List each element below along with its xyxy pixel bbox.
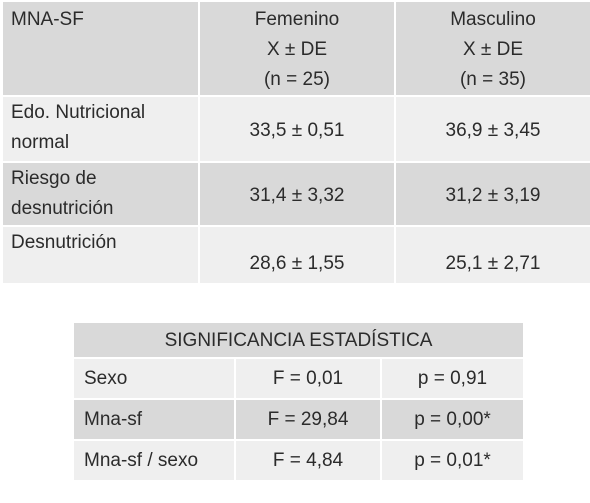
header-label-cell: MNA-SF bbox=[3, 2, 200, 97]
header-masculino-cell: Masculino X ± DE (n = 35) bbox=[396, 2, 590, 97]
row-label-line1: Edo. Nutricional bbox=[11, 102, 146, 123]
header-masculino-name: Masculino bbox=[450, 9, 536, 30]
nutrition-by-sex-table: MNA-SF Femenino X ± DE (n = 25) Masculin… bbox=[3, 2, 590, 285]
table-row: Riesgo de desnutrición 31,4 ± 3,32 31,2 … bbox=[3, 163, 590, 227]
p-value-cell: p = 0,91 bbox=[382, 359, 523, 400]
p-value-cell: p = 0,00* bbox=[382, 400, 523, 441]
header-masculino-n: (n = 35) bbox=[459, 69, 526, 90]
table-row: Desnutrición 28,6 ± 1,55 25,1 ± 2,71 bbox=[3, 227, 590, 285]
significance-title: SIGNIFICANCIA ESTADÍSTICA bbox=[74, 323, 523, 359]
factor-cell: Sexo bbox=[74, 359, 236, 400]
header-femenino-cell: Femenino X ± DE (n = 25) bbox=[200, 2, 396, 97]
statistical-significance-table: SIGNIFICANCIA ESTADÍSTICA Sexo F = 0,01 … bbox=[74, 323, 523, 482]
p-value-cell: p = 0,01* bbox=[382, 441, 523, 482]
header-femenino-measure: X ± DE bbox=[266, 39, 328, 60]
table-row: Sexo F = 0,01 p = 0,91 bbox=[74, 359, 523, 400]
row-label-line1: Desnutrición bbox=[11, 232, 117, 253]
header-femenino-name: Femenino bbox=[254, 9, 340, 30]
table-row: Edo. Nutricional normal 33,5 ± 0,51 36,9… bbox=[3, 97, 590, 163]
row-label-line1: Riesgo de bbox=[11, 168, 97, 189]
header-label: MNA-SF bbox=[11, 9, 84, 30]
table-row: Mna-sf / sexo F = 4,84 p = 0,01* bbox=[74, 441, 523, 482]
row-label-cell: Edo. Nutricional normal bbox=[3, 97, 200, 163]
row-label-cell: Riesgo de desnutrición bbox=[3, 163, 200, 227]
header-masculino-measure: X ± DE bbox=[462, 39, 524, 60]
significance-title-row: SIGNIFICANCIA ESTADÍSTICA bbox=[74, 323, 523, 359]
masculino-value-cell: 36,9 ± 3,45 bbox=[396, 97, 590, 163]
row-label-line2: desnutrición bbox=[11, 198, 114, 219]
factor-cell: Mna-sf bbox=[74, 400, 236, 441]
f-value-cell: F = 4,84 bbox=[236, 441, 382, 482]
header-femenino-n: (n = 25) bbox=[263, 69, 330, 90]
row-label-line2: normal bbox=[11, 132, 70, 153]
masculino-value-cell: 25,1 ± 2,71 bbox=[396, 227, 590, 285]
femenino-value-cell: 31,4 ± 3,32 bbox=[200, 163, 396, 227]
masculino-value-cell: 31,2 ± 3,19 bbox=[396, 163, 590, 227]
factor-cell: Mna-sf / sexo bbox=[74, 441, 236, 482]
row-label-cell: Desnutrición bbox=[3, 227, 200, 285]
f-value-cell: F = 29,84 bbox=[236, 400, 382, 441]
table-row: Mna-sf F = 29,84 p = 0,00* bbox=[74, 400, 523, 441]
table-header-row: MNA-SF Femenino X ± DE (n = 25) Masculin… bbox=[3, 2, 590, 97]
f-value-cell: F = 0,01 bbox=[236, 359, 382, 400]
femenino-value-cell: 28,6 ± 1,55 bbox=[200, 227, 396, 285]
femenino-value-cell: 33,5 ± 0,51 bbox=[200, 97, 396, 163]
